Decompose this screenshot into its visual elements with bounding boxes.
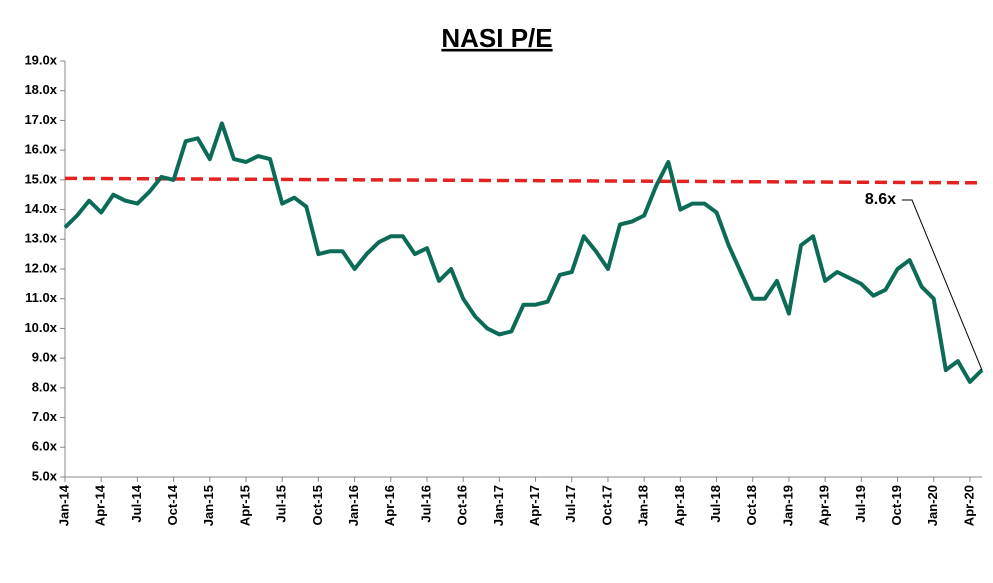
x-tick-label: Oct-18 [744, 485, 759, 525]
data-line [63, 121, 984, 384]
y-tick-label: 11.0x [25, 290, 58, 305]
x-tick-label: Jan-18 [636, 485, 651, 526]
x-tick-label: Jan-16 [346, 485, 361, 526]
annotation-label: 8.6x [865, 191, 896, 208]
y-tick-label: 15.0x [24, 171, 57, 186]
x-tick-label: Jul-16 [418, 485, 433, 523]
x-tick-label: Apr-17 [527, 485, 542, 526]
x-tick-label: Jul-17 [563, 485, 578, 523]
y-tick-label: 8.0x [32, 379, 58, 394]
x-tick-label: Oct-14 [165, 484, 180, 525]
chart-title: NASI P/E [441, 23, 552, 53]
y-tick-label: 16.0x [24, 142, 57, 157]
x-tick-label: Apr-20 [961, 485, 976, 526]
y-tick-label: 18.0x [24, 82, 57, 97]
x-tick-label: Jul-18 [708, 485, 723, 523]
y-tick-label: 5.0x [32, 468, 58, 483]
x-tick-label: Jul-19 [853, 485, 868, 523]
y-tick-label: 17.0x [24, 112, 57, 127]
x-tick-label: Jan-17 [491, 485, 506, 526]
annotation-leader [902, 199, 983, 371]
x-tick-label: Apr-19 [817, 485, 832, 526]
x-tick-label: Jul-14 [129, 484, 144, 522]
x-tick-label: Jan-20 [925, 485, 940, 526]
y-tick-label: 19.0x [24, 52, 57, 67]
x-tick-label: Jan-15 [201, 485, 216, 526]
y-tick-label: 9.0x [32, 350, 58, 365]
y-tick-label: 14.0x [24, 201, 57, 216]
x-tick-label: Jul-15 [274, 485, 289, 523]
x-tick-label: Oct-17 [599, 485, 614, 525]
x-tick-label: Jan-14 [56, 484, 71, 526]
y-tick-label: 12.0x [24, 260, 57, 275]
x-tick-label: Oct-15 [310, 485, 325, 525]
x-tick-label: Oct-19 [889, 485, 904, 525]
x-tick-label: Jan-19 [780, 485, 795, 526]
x-tick-label: Apr-16 [382, 485, 397, 526]
x-tick-label: Apr-14 [93, 484, 108, 526]
y-tick-label: 13.0x [24, 231, 57, 246]
y-tick-label: 7.0x [32, 409, 58, 424]
average-line [64, 176, 983, 185]
x-tick-label: Apr-18 [672, 485, 687, 526]
x-tick-label: Apr-15 [237, 485, 252, 526]
x-tick-label: Oct-16 [455, 485, 470, 525]
y-tick-label: 6.0x [32, 439, 58, 454]
y-tick-label: 10.0x [24, 320, 57, 335]
